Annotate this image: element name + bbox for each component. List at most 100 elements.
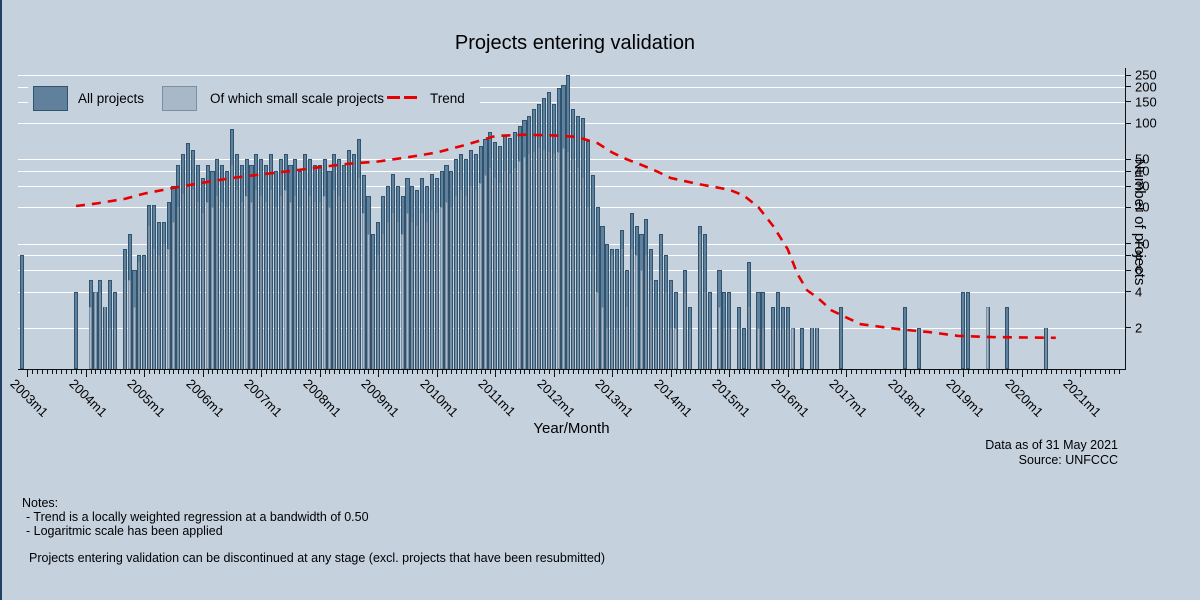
x-minor-tick <box>1114 370 1116 374</box>
notes-line-log: - Logaritmic scale has been applied <box>26 524 223 538</box>
x-minor-tick <box>509 370 511 374</box>
x-minor-tick <box>539 370 541 374</box>
bar-small-scale <box>299 207 302 369</box>
x-minor-tick <box>188 370 190 374</box>
bar-small-scale <box>630 249 633 369</box>
bar-small-scale <box>703 291 706 369</box>
y-tick-label: 8 <box>1135 247 1143 263</box>
bar-small-scale <box>689 327 692 369</box>
x-minor-tick <box>426 370 428 374</box>
bar-small-scale <box>113 327 117 369</box>
x-minor-tick <box>110 370 112 374</box>
x-minor-tick <box>1065 370 1067 374</box>
x-minor-tick <box>383 370 385 374</box>
bar-small-scale <box>406 212 409 369</box>
x-minor-tick <box>368 370 370 374</box>
bar-small-scale <box>728 327 731 369</box>
y-tick-label: 40 <box>1135 163 1150 179</box>
x-minor-tick <box>734 370 736 374</box>
y-tick <box>1125 327 1131 329</box>
y-tick-label: 10 <box>1135 236 1150 252</box>
x-tick-label: 2017m1 <box>826 376 871 420</box>
x-minor-tick <box>1016 370 1018 374</box>
gridline <box>18 101 1125 103</box>
bar-all-projects <box>902 306 907 369</box>
x-minor-tick <box>227 370 229 374</box>
x-tick-label: 2007m1 <box>241 376 286 420</box>
x-minor-tick <box>173 370 175 374</box>
y-tick <box>1125 243 1131 245</box>
legend-label-small-scale: Of which small scale projects <box>210 91 385 106</box>
x-minor-tick <box>1089 370 1091 374</box>
bar-small-scale <box>313 202 316 369</box>
x-minor-tick <box>792 370 794 374</box>
bar-small-scale <box>104 306 107 369</box>
x-minor-tick <box>982 370 984 374</box>
bar-all-projects <box>20 255 25 369</box>
bar-small-scale <box>323 195 326 369</box>
x-major-tick <box>378 370 380 377</box>
x-minor-tick <box>997 370 999 374</box>
x-minor-tick <box>1026 370 1028 374</box>
x-minor-tick <box>465 370 467 374</box>
x-minor-tick <box>236 370 238 374</box>
x-minor-tick <box>241 370 243 374</box>
x-major-tick <box>553 370 555 377</box>
x-minor-tick <box>334 370 336 374</box>
bar-small-scale <box>776 327 780 369</box>
x-minor-tick <box>1094 370 1096 374</box>
x-minor-tick <box>373 370 375 374</box>
y-tick-label: 30 <box>1135 178 1150 194</box>
x-minor-tick <box>855 370 857 374</box>
x-tick-label: 2003m1 <box>7 376 52 420</box>
x-minor-tick <box>636 370 638 374</box>
bar-small-scale <box>757 327 760 369</box>
x-minor-tick <box>1085 370 1087 374</box>
bar-small-scale <box>362 212 365 369</box>
bar-small-scale <box>708 327 711 369</box>
x-minor-tick <box>534 370 536 374</box>
x-minor-tick <box>548 370 550 374</box>
bar-small-scale <box>533 151 536 369</box>
x-tick-label: 2018m1 <box>885 376 929 420</box>
bar-small-scale <box>576 168 580 369</box>
x-minor-tick <box>80 370 82 374</box>
x-axis-title: Year/Month <box>533 420 610 437</box>
x-minor-tick <box>924 370 926 374</box>
bar-small-scale <box>221 202 224 369</box>
x-minor-tick <box>1002 370 1004 374</box>
bar-small-scale <box>596 291 599 369</box>
x-minor-tick <box>992 370 994 374</box>
x-minor-tick <box>41 370 43 374</box>
x-minor-tick <box>339 370 341 374</box>
x-minor-tick <box>987 370 989 374</box>
x-minor-tick <box>456 370 458 374</box>
bar-small-scale <box>747 306 750 369</box>
bar-small-scale <box>377 255 380 369</box>
x-minor-tick <box>95 370 97 374</box>
notes-header: Notes: <box>22 496 59 510</box>
x-minor-tick <box>621 370 623 374</box>
bar-small-scale <box>89 306 92 369</box>
x-minor-tick <box>768 370 770 374</box>
x-minor-tick <box>626 370 628 374</box>
y-tick <box>1125 86 1131 88</box>
bar-small-scale <box>284 189 287 369</box>
x-minor-tick <box>587 370 589 374</box>
x-minor-tick <box>578 370 580 374</box>
bar-small-scale <box>615 327 619 369</box>
bar-small-scale <box>503 171 507 369</box>
x-minor-tick <box>100 370 102 374</box>
caption-source: Source: UNFCCC <box>1018 453 1118 467</box>
bar-small-scale <box>416 226 419 369</box>
bar-small-scale <box>464 195 468 369</box>
x-minor-tick <box>977 370 979 374</box>
x-minor-tick <box>807 370 809 374</box>
bar-small-scale <box>620 249 624 369</box>
x-minor-tick <box>870 370 872 374</box>
bar-small-scale <box>357 178 360 369</box>
bar-small-scale <box>177 207 180 369</box>
x-minor-tick <box>660 370 662 374</box>
bar-small-scale <box>469 186 472 369</box>
bar-small-scale <box>196 202 199 369</box>
